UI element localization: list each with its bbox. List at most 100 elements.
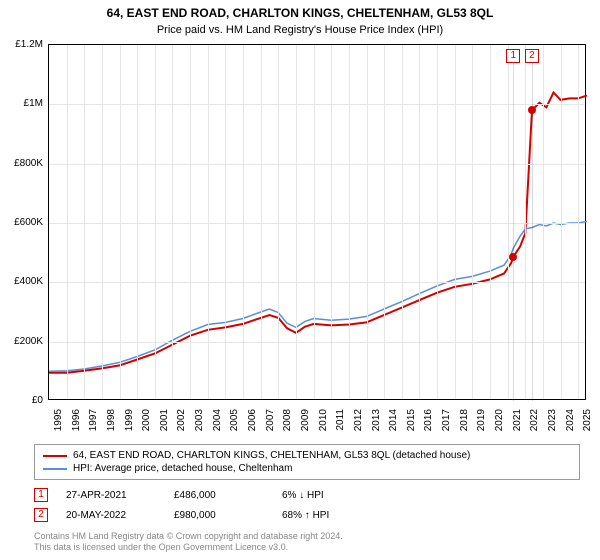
legend: 64, EAST END ROAD, CHARLTON KINGS, CHELT… (34, 444, 580, 480)
pct-value: 6% (282, 490, 296, 501)
gridline-vertical (437, 45, 438, 399)
gridline-vertical (296, 45, 297, 399)
y-axis-label: £600K (3, 217, 43, 228)
x-axis-label: 2022 (529, 409, 540, 449)
legend-row-price-paid: 64, EAST END ROAD, CHARLTON KINGS, CHELT… (43, 449, 571, 462)
x-axis-label: 1998 (106, 409, 117, 449)
x-axis-label: 2025 (582, 409, 593, 449)
x-axis-label: 1996 (71, 409, 82, 449)
sale-date: 27-APR-2021 (66, 490, 156, 501)
x-axis-label: 2008 (282, 409, 293, 449)
sale-pct-vs-hpi: 6% ↓ HPI (282, 490, 372, 501)
marker-guideline (513, 63, 514, 401)
x-axis-label: 2016 (423, 409, 434, 449)
footer-attribution: Contains HM Land Registry data © Crown c… (34, 531, 343, 554)
x-axis-label: 2015 (406, 409, 417, 449)
gridline-horizontal (49, 104, 585, 105)
y-axis-label: £400K (3, 276, 43, 287)
gridline-vertical (172, 45, 173, 399)
page-subtitle: Price paid vs. HM Land Registry's House … (0, 20, 600, 40)
gridline-vertical (349, 45, 350, 399)
vs-label: HPI (307, 490, 324, 501)
gridline-vertical (243, 45, 244, 399)
gridline-vertical (578, 45, 579, 399)
x-axis-label: 2004 (212, 409, 223, 449)
x-axis-label: 2017 (441, 409, 452, 449)
gridline-horizontal (49, 342, 585, 343)
gridline-vertical (543, 45, 544, 399)
gridline-vertical (225, 45, 226, 399)
arrow-up-icon: ↑ (305, 510, 310, 521)
gridline-vertical (455, 45, 456, 399)
gridline-vertical (561, 45, 562, 399)
x-axis-label: 2021 (512, 409, 523, 449)
gridline-vertical (102, 45, 103, 399)
x-axis-label: 2012 (353, 409, 364, 449)
x-axis-label: 2005 (229, 409, 240, 449)
marker-dot-1 (509, 253, 517, 261)
gridline-vertical (490, 45, 491, 399)
gridline-vertical (120, 45, 121, 399)
x-axis-label: 2009 (300, 409, 311, 449)
legend-swatch (43, 468, 67, 470)
marker-dot-2 (528, 106, 536, 114)
x-axis-label: 2024 (565, 409, 576, 449)
y-axis-label: £800K (3, 158, 43, 169)
gridline-vertical (384, 45, 385, 399)
footer-line-2: This data is licensed under the Open Gov… (34, 542, 343, 554)
x-axis-label: 2006 (247, 409, 258, 449)
x-axis-label: 2020 (494, 409, 505, 449)
marker-label-1: 1 (506, 49, 520, 63)
gridline-vertical (472, 45, 473, 399)
sale-row-2: 2 20-MAY-2022 £980,000 68% ↑ HPI (34, 508, 580, 522)
gridline-vertical (402, 45, 403, 399)
x-axis-label: 2010 (318, 409, 329, 449)
arrow-down-icon: ↓ (299, 490, 304, 501)
gridline-vertical (67, 45, 68, 399)
vs-label: HPI (313, 510, 330, 521)
x-axis-label: 2001 (159, 409, 170, 449)
x-axis-label: 2007 (265, 409, 276, 449)
y-axis-label: £1M (3, 98, 43, 109)
legend-row-hpi: HPI: Average price, detached house, Chel… (43, 462, 571, 475)
x-axis-label: 2003 (194, 409, 205, 449)
marker-label-2: 2 (525, 49, 539, 63)
x-axis-label: 2011 (335, 409, 346, 449)
gridline-vertical (261, 45, 262, 399)
sale-date: 20-MAY-2022 (66, 510, 156, 521)
page-title: 64, EAST END ROAD, CHARLTON KINGS, CHELT… (0, 0, 600, 20)
x-axis-label: 1997 (88, 409, 99, 449)
x-axis-label: 2013 (371, 409, 382, 449)
chart-plot-area: £0£200K£400K£600K£800K£1M£1.2M1995199619… (48, 44, 586, 400)
gridline-vertical (208, 45, 209, 399)
sale-marker-box: 1 (34, 488, 48, 502)
y-axis-label: £0 (3, 395, 43, 406)
series-hpi (49, 222, 587, 372)
gridline-vertical (84, 45, 85, 399)
y-axis-label: £200K (3, 336, 43, 347)
sale-pct-vs-hpi: 68% ↑ HPI (282, 510, 372, 521)
x-axis-label: 2023 (547, 409, 558, 449)
gridline-vertical (525, 45, 526, 399)
sale-marker-box: 2 (34, 508, 48, 522)
x-axis-label: 1999 (124, 409, 135, 449)
gridline-vertical (137, 45, 138, 399)
x-axis-label: 2018 (459, 409, 470, 449)
sale-price: £980,000 (174, 510, 264, 521)
gridline-horizontal (49, 282, 585, 283)
gridline-vertical (508, 45, 509, 399)
gridline-horizontal (49, 164, 585, 165)
series-price-paid (49, 93, 587, 373)
pct-value: 68% (282, 510, 302, 521)
chart-lines (49, 45, 585, 399)
gridline-horizontal (49, 223, 585, 224)
y-axis-label: £1.2M (3, 39, 43, 50)
legend-swatch (43, 455, 67, 457)
gridline-vertical (331, 45, 332, 399)
gridline-vertical (367, 45, 368, 399)
x-axis-label: 2000 (141, 409, 152, 449)
gridline-vertical (314, 45, 315, 399)
x-axis-label: 2002 (176, 409, 187, 449)
legend-label: 64, EAST END ROAD, CHARLTON KINGS, CHELT… (73, 450, 470, 461)
x-axis-label: 2019 (476, 409, 487, 449)
